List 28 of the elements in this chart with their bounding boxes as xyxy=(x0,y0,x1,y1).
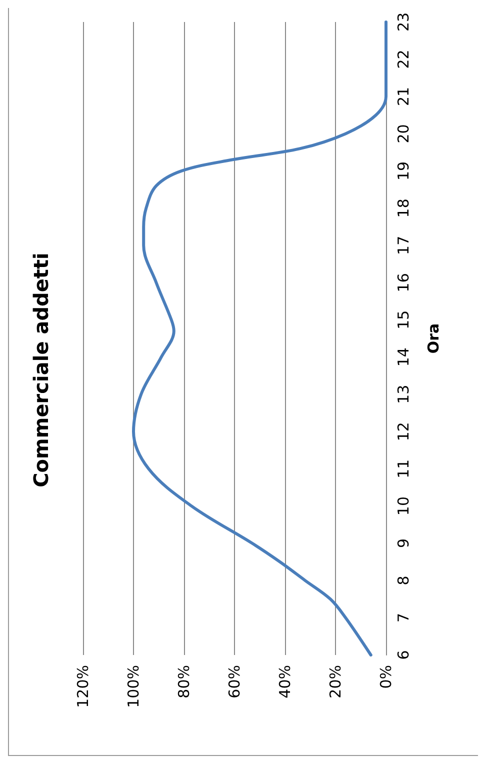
y-tick-label: 21 xyxy=(394,86,412,106)
y-tick-label: 19 xyxy=(394,161,412,180)
x-tick-label: 80% xyxy=(175,665,193,698)
y-tick-label: 10 xyxy=(394,496,412,516)
x-tick-label: 100% xyxy=(124,665,142,708)
y-axis-title: Ora xyxy=(424,323,442,354)
line-series xyxy=(132,20,388,656)
y-tick-label: 15 xyxy=(394,310,412,330)
x-tick-label: 0% xyxy=(377,665,395,689)
y-tick-label: 9 xyxy=(394,538,412,548)
y-tick-label: 22 xyxy=(394,50,412,69)
y-tick-label: 20 xyxy=(394,124,412,144)
y-tick-label: 12 xyxy=(394,422,412,442)
y-tick-label: 13 xyxy=(394,384,412,404)
y-tick-label: 7 xyxy=(394,612,412,623)
y-tick-label: 11 xyxy=(394,459,412,478)
y-tick-label: 18 xyxy=(394,198,412,218)
y-tick-label: 14 xyxy=(394,348,412,367)
x-tick-label: 40% xyxy=(276,665,294,698)
y-tick-label: 16 xyxy=(394,273,412,292)
text: Commerciale addetti xyxy=(29,252,53,488)
y-tick-label: 8 xyxy=(394,576,412,586)
x-tick-label: 120% xyxy=(74,665,92,708)
x-tick-label: 60% xyxy=(226,665,244,698)
x-tick-label: 20% xyxy=(326,665,344,698)
y-tick-label: 23 xyxy=(394,12,412,32)
y-tick-label: 17 xyxy=(394,236,412,255)
y-tick-label: 6 xyxy=(394,650,412,660)
